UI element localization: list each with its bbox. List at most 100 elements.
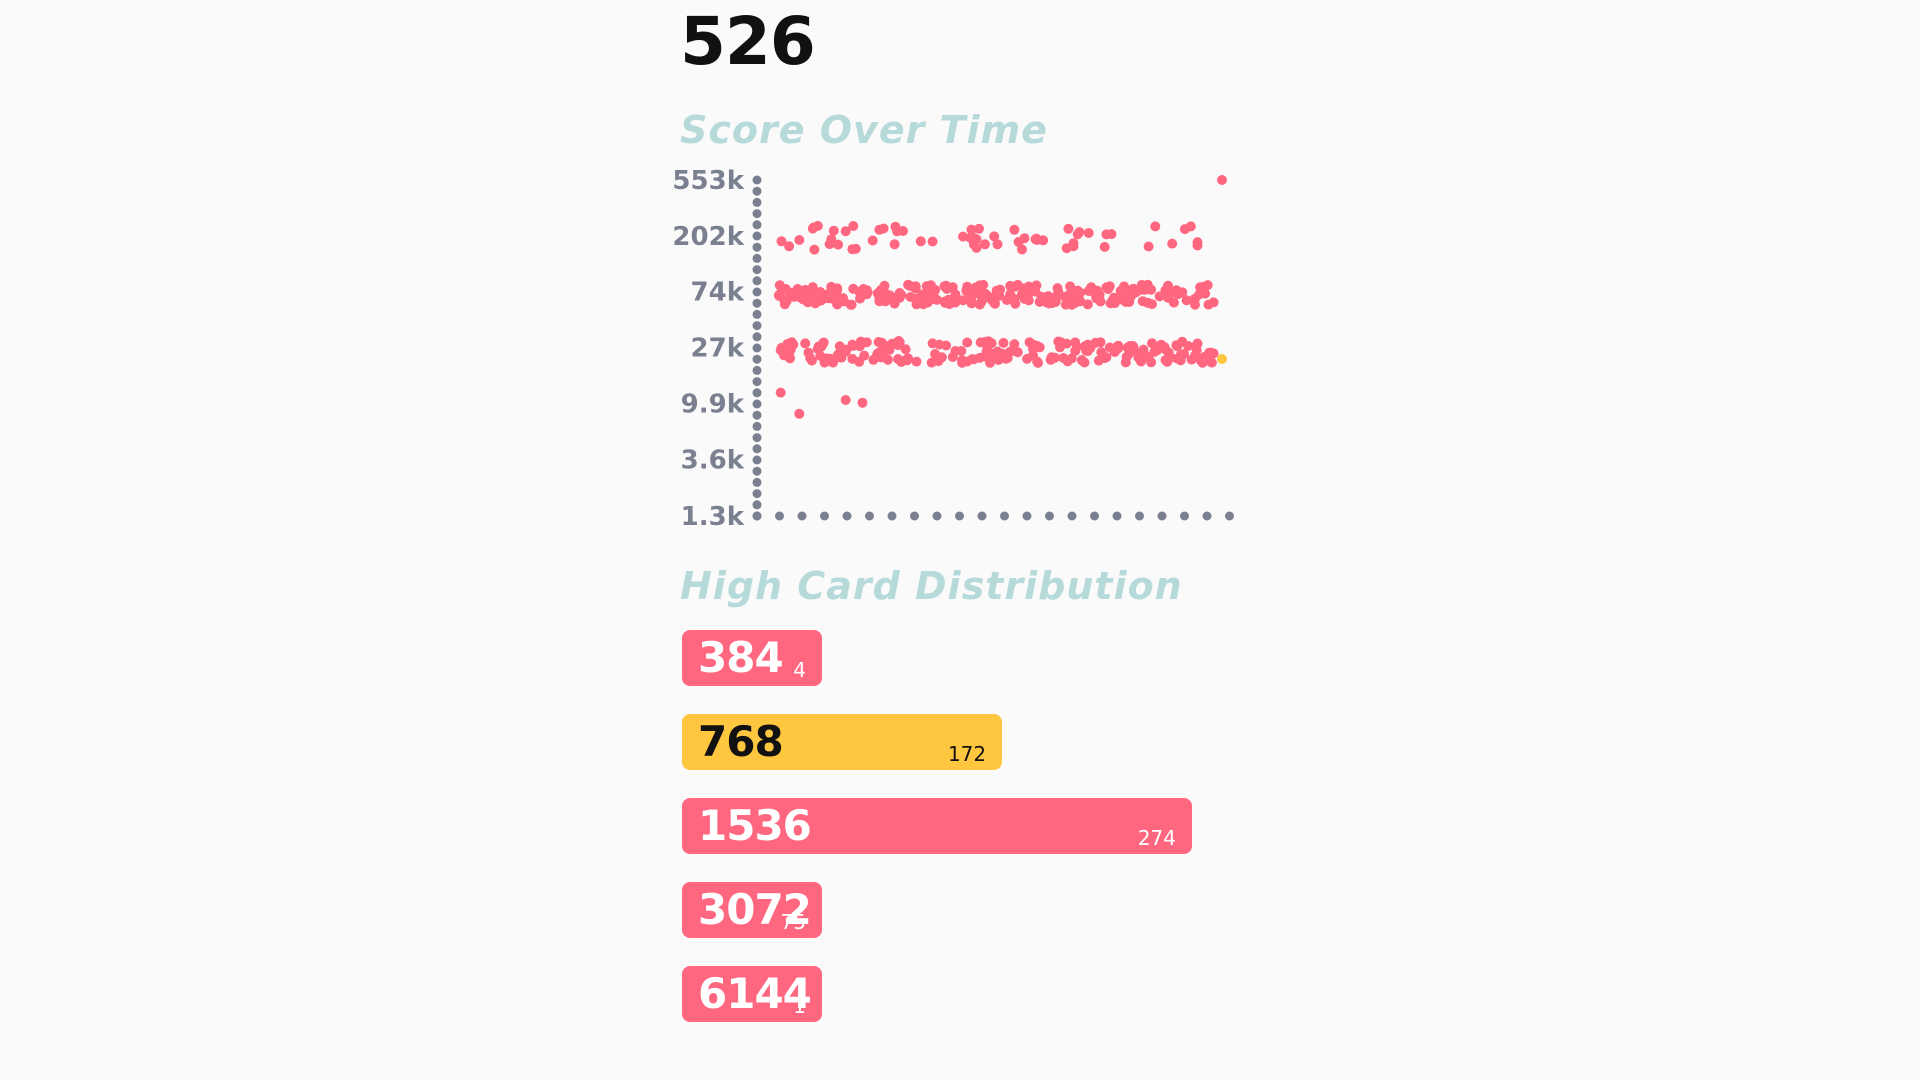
axis-dot <box>1022 511 1032 521</box>
y-tick-label: 74k <box>691 278 745 308</box>
score-point <box>1160 355 1171 366</box>
axis-dot <box>955 511 964 521</box>
score-point <box>1167 238 1178 249</box>
y-tick-label: 9.9k <box>681 389 745 419</box>
score-point <box>800 338 811 349</box>
score-point <box>779 299 790 310</box>
axis-dot <box>752 287 762 297</box>
axis-dot <box>752 298 762 308</box>
score-point <box>1129 345 1140 356</box>
score-point <box>826 293 837 304</box>
score-point <box>1150 221 1161 232</box>
score-point <box>828 225 839 236</box>
score-point <box>1206 357 1217 368</box>
score-point <box>900 344 911 355</box>
score-point <box>989 231 1000 242</box>
axis-dot <box>752 220 762 230</box>
score-point <box>974 352 985 363</box>
score-point <box>933 356 944 367</box>
score-point <box>1179 224 1190 235</box>
score-point <box>806 355 817 366</box>
score-point <box>800 284 811 295</box>
score-point <box>917 289 928 300</box>
axis-dot <box>752 175 762 185</box>
score-point <box>784 241 795 252</box>
score-point <box>882 354 893 365</box>
score-point <box>1079 357 1090 368</box>
score-point <box>989 297 1000 308</box>
score-point <box>1172 341 1183 352</box>
score-point <box>1083 228 1094 238</box>
bar-tile-value: 3072 <box>698 885 812 934</box>
score-point <box>1159 342 1170 353</box>
score-point <box>874 224 885 235</box>
score-point <box>839 296 849 307</box>
score-point <box>894 290 905 300</box>
score-point <box>782 350 793 361</box>
score-point <box>1092 285 1103 296</box>
axis-dot <box>1135 511 1144 521</box>
score-point <box>957 357 968 368</box>
axis-dot <box>1180 511 1189 521</box>
bar-count: 172 <box>947 742 987 766</box>
axis-dot <box>752 410 762 420</box>
score-point <box>947 282 958 293</box>
axis-dot <box>865 511 874 521</box>
score-point <box>832 283 843 294</box>
score-point <box>1080 341 1091 351</box>
axis-dot <box>752 332 762 342</box>
y-tick-label: 3.6k <box>681 445 745 475</box>
score-point <box>1049 352 1060 363</box>
score-point <box>1090 337 1101 348</box>
score-point <box>1058 353 1069 363</box>
score-point <box>962 337 973 348</box>
score-point <box>889 239 900 250</box>
score-point <box>774 280 785 291</box>
axis-dot <box>752 276 762 286</box>
axis-dot <box>1112 511 1122 521</box>
score-point <box>847 339 858 350</box>
score-point <box>950 346 961 356</box>
score-point <box>854 356 865 367</box>
score-point <box>1121 351 1132 362</box>
score-point <box>833 239 844 250</box>
score-point <box>1147 338 1157 349</box>
score-point <box>807 287 818 298</box>
score-point <box>890 221 901 232</box>
score-point <box>958 231 968 242</box>
score-point <box>848 221 859 231</box>
score-point <box>975 337 986 348</box>
score-point <box>782 339 793 349</box>
axis-dot <box>910 511 919 521</box>
y-tick-label: 202k <box>672 222 744 252</box>
score-point <box>1075 287 1086 298</box>
score-point <box>950 289 961 300</box>
score-point <box>1115 285 1126 296</box>
score-point <box>1142 297 1153 308</box>
score-point <box>774 290 784 301</box>
score-point <box>910 281 921 292</box>
score-point <box>1066 353 1077 364</box>
y-tick-labels: 553k 202k 74k 27k 9.9k 3.6k 1.3k <box>672 166 744 532</box>
score-point <box>1101 229 1112 240</box>
distribution-bar: 6144 1 <box>682 966 822 1022</box>
score-point <box>1074 227 1085 238</box>
score-point <box>971 242 982 253</box>
score-point <box>980 289 991 299</box>
score-point <box>1009 224 1020 235</box>
score-point <box>1181 295 1192 306</box>
axis-dot <box>752 242 762 252</box>
score-point <box>1082 299 1093 310</box>
score-point <box>1206 347 1216 358</box>
score-point <box>979 239 990 250</box>
score-point <box>981 346 992 357</box>
axis-dot <box>752 343 762 353</box>
score-point <box>903 279 914 290</box>
score-point <box>1192 237 1203 248</box>
distribution-bar: 384 4 <box>682 630 822 686</box>
score-point <box>1001 295 1012 305</box>
score-point <box>1013 237 1024 247</box>
score-point <box>962 281 973 292</box>
bar-count: 274 <box>1137 826 1176 850</box>
score-point <box>998 337 1009 348</box>
